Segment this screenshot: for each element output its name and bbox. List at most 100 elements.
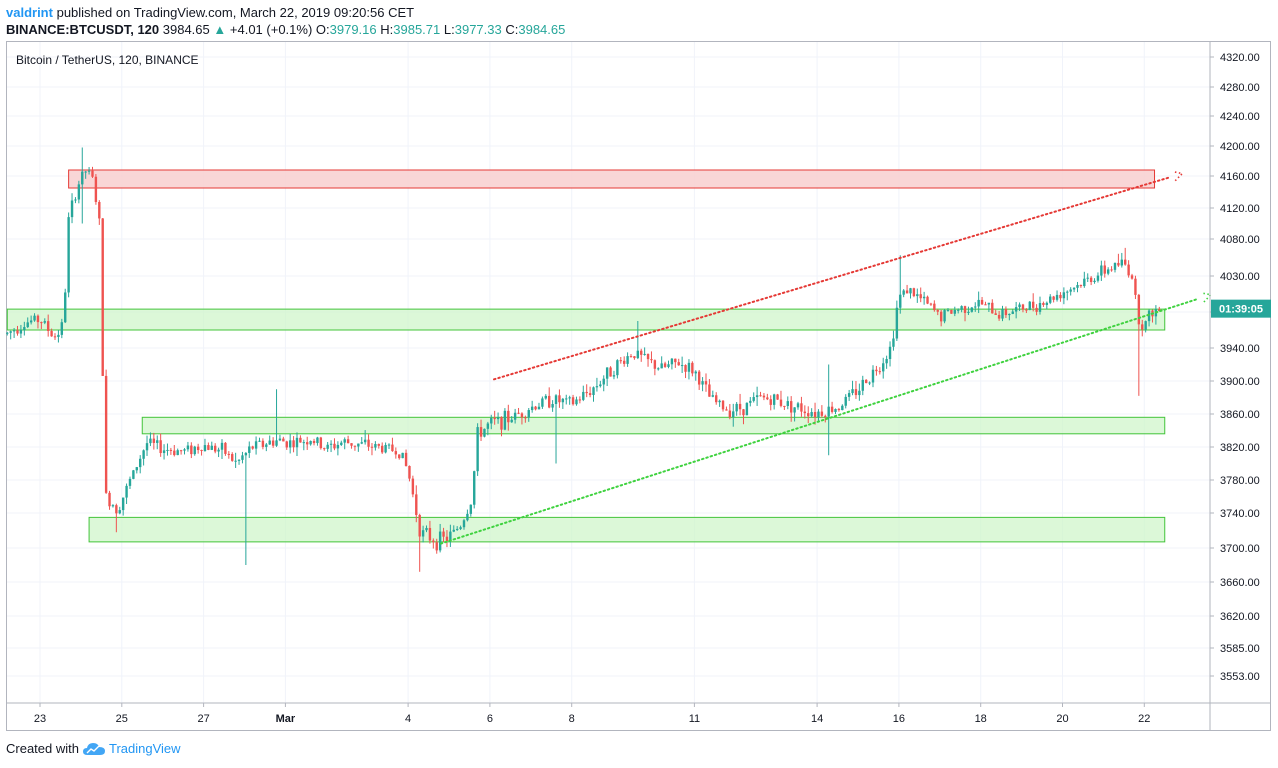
candle-up [595, 386, 599, 388]
candle-up [340, 442, 343, 445]
candle-down [691, 362, 694, 374]
candle-down [704, 381, 708, 385]
candle-up [541, 398, 544, 407]
publish-text: published on TradingView.com, March 22, … [56, 5, 415, 20]
y-tick-label: 3940.00 [1220, 343, 1260, 355]
candle-up [132, 470, 135, 479]
candle-up [636, 350, 640, 359]
created-with-text: Created with [6, 741, 79, 756]
candle-down [588, 393, 592, 396]
candle-down [984, 304, 987, 306]
candle-up [275, 440, 278, 446]
candle-down [1134, 278, 1137, 295]
candle-down [213, 445, 217, 452]
x-tick-label: 16 [893, 713, 905, 725]
candle-up [67, 217, 70, 293]
candle-down [633, 356, 636, 359]
candle-down [997, 314, 1001, 319]
candle-up [844, 396, 847, 406]
author-name[interactable]: valdrint [6, 5, 53, 20]
candle-down [377, 444, 380, 446]
publish-info: valdrint published on TradingView.com, M… [6, 5, 414, 20]
x-tick-label: 22 [1138, 713, 1150, 725]
candle-down [411, 478, 415, 495]
candle-up [64, 292, 67, 323]
candle-up [33, 315, 36, 321]
y-tick-label: 4160.00 [1220, 171, 1260, 183]
candle-up [1144, 321, 1147, 330]
candle-up [660, 363, 663, 369]
candle-up [772, 394, 776, 405]
candle-down [738, 403, 742, 410]
y-tick-label: 3585.00 [1220, 643, 1260, 655]
footer: Created with TradingView [6, 741, 181, 756]
candle-up [234, 460, 237, 462]
candle-up [943, 310, 946, 322]
candle-up [1096, 275, 1100, 281]
candle-up [145, 443, 149, 451]
symbol-info: BINANCE:BTCUSDT, 120 3984.65 ▲ +4.01 (+0… [6, 22, 565, 37]
candle-up [295, 437, 299, 448]
candle-down [762, 395, 766, 398]
candle-down [53, 336, 57, 338]
candle-down [803, 411, 807, 414]
trendline-arrow [1172, 170, 1184, 182]
candles [6, 147, 1161, 572]
y-tick-label: 3900.00 [1220, 376, 1260, 388]
candle-down [929, 303, 933, 305]
candle-up [1076, 285, 1079, 288]
candle-up [544, 395, 547, 399]
y-tick-label: 3860.00 [1220, 409, 1260, 421]
candle-down [173, 450, 176, 456]
candle-up [561, 398, 565, 403]
candle-up [43, 321, 46, 323]
candle-down [507, 410, 510, 423]
candle-down [292, 440, 295, 448]
candle-up [755, 395, 759, 398]
candle-up [374, 444, 377, 448]
candle-up [183, 449, 186, 451]
candle-up [193, 446, 196, 455]
candle-up [612, 375, 616, 377]
candle-down [231, 454, 234, 461]
candle-up [6, 332, 9, 334]
candle-down [285, 441, 288, 448]
candle-down [807, 413, 810, 417]
x-tick-label: 23 [34, 713, 46, 725]
candle-down [517, 412, 520, 414]
candle-up [1100, 265, 1103, 276]
tradingview-brand[interactable]: TradingView [108, 741, 181, 756]
candle-up [909, 288, 912, 294]
y-tick-label: 4200.00 [1220, 141, 1260, 153]
candle-down [585, 391, 588, 394]
candle-down [609, 367, 612, 377]
y-tick-label: 3780.00 [1220, 475, 1260, 487]
candle-up [1072, 287, 1076, 290]
candle-up [582, 391, 585, 400]
candle-up [510, 419, 513, 423]
candle-up [210, 445, 213, 450]
candle-down [721, 400, 725, 410]
candle-up [513, 412, 517, 420]
candle-up [1086, 277, 1089, 279]
candle-up [967, 311, 970, 313]
candle-up [503, 410, 507, 430]
candle-down [534, 406, 537, 410]
candle-up [326, 444, 329, 449]
y-tick-label: 4240.00 [1220, 111, 1260, 123]
trendlines [439, 170, 1213, 545]
candle-down [179, 450, 183, 452]
candle-down [1059, 294, 1062, 299]
candle-down [1079, 285, 1083, 287]
candle-up [1147, 310, 1151, 322]
candle-up [946, 309, 950, 311]
candle-down [646, 353, 650, 360]
candle-down [1110, 269, 1113, 271]
candle-down [830, 406, 834, 412]
candle-up [1066, 291, 1069, 293]
candle-down [282, 438, 285, 442]
candle-down [36, 315, 40, 323]
candle-down [50, 330, 53, 337]
candle-up [449, 531, 452, 541]
